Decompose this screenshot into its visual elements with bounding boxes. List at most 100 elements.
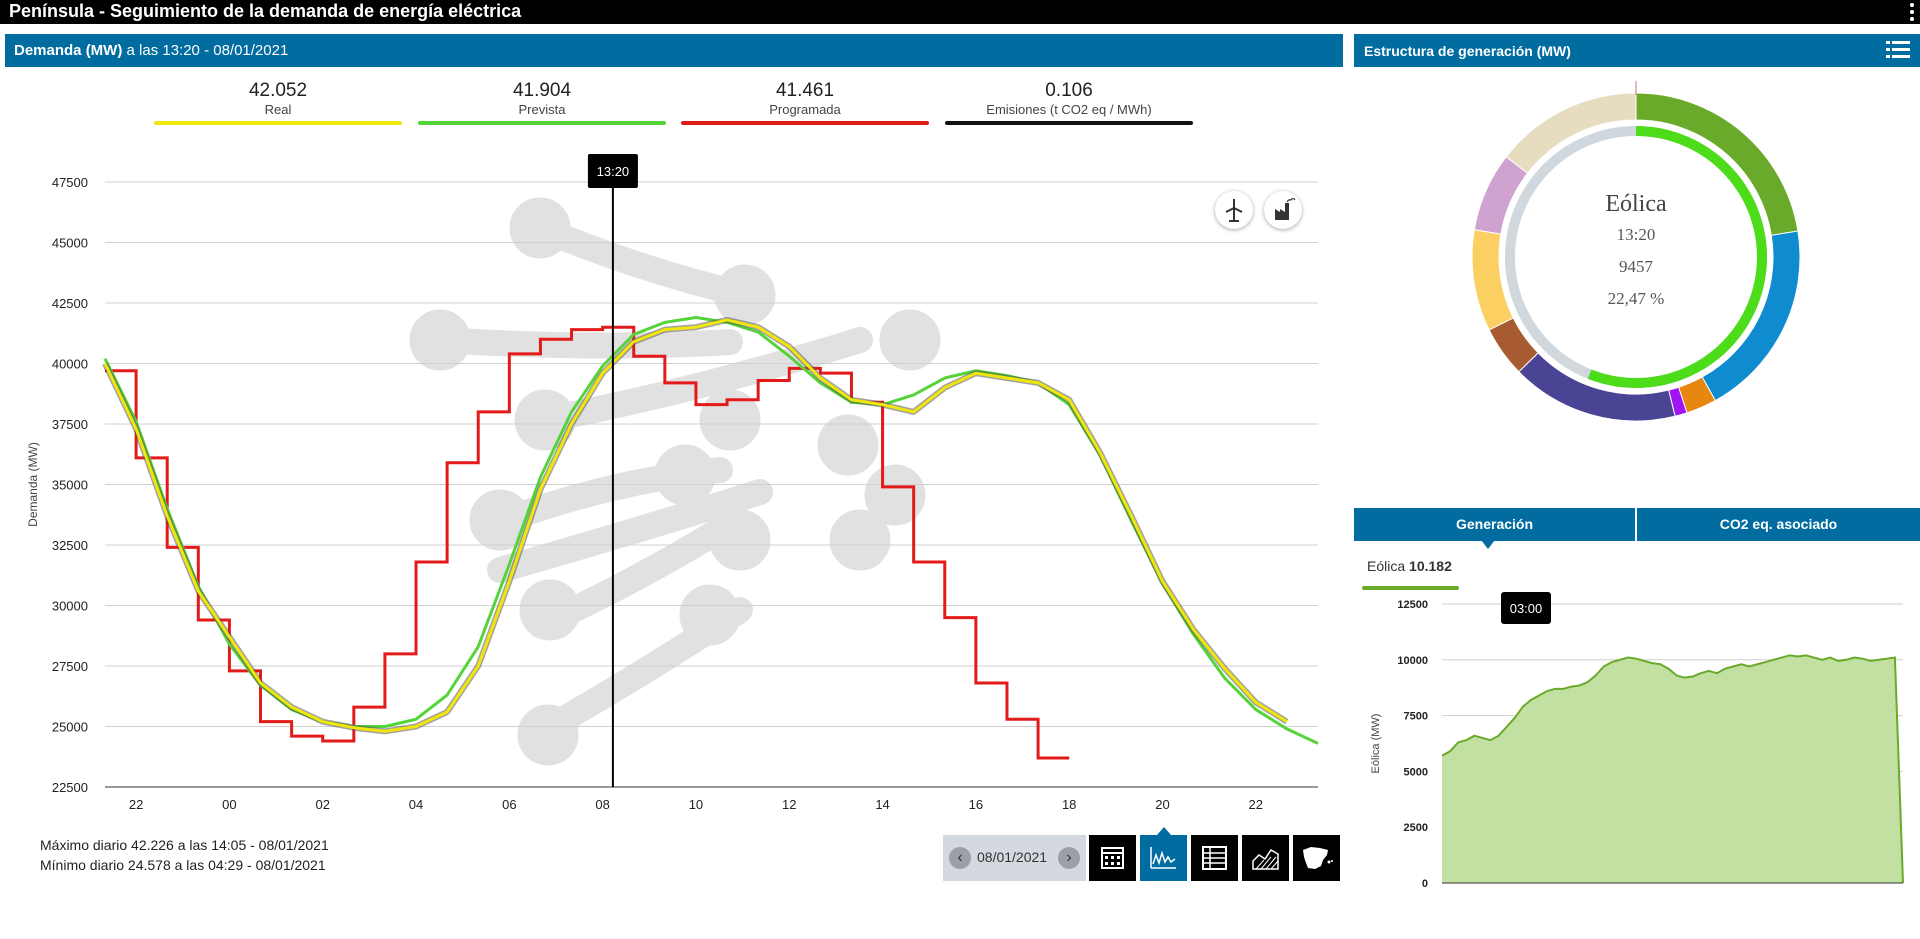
donut-selected-name: Eólica	[1605, 191, 1667, 217]
demanda-title: Demanda (MW) a las 13:20 - 08/01/2021	[14, 42, 288, 59]
eolica-area	[1442, 655, 1903, 883]
x-tick-label: 10	[689, 797, 703, 810]
line-chart-icon	[1150, 847, 1176, 869]
y-tick-label: 47500	[52, 175, 88, 190]
app-header: Península - Seguimiento de la demanda de…	[0, 0, 1920, 24]
x-tick-label: 00	[222, 797, 236, 810]
tab-co2[interactable]: CO2 eq. asociado	[1637, 508, 1920, 541]
y-tick-label: 32500	[52, 538, 88, 553]
x-tick-label: 08	[595, 797, 609, 810]
kpi-color-bar	[418, 121, 666, 125]
list-menu-icon[interactable]	[1886, 40, 1910, 60]
y-axis-label: Demanda (MW)	[26, 442, 40, 527]
area-tooltip-text: 03:00	[1510, 601, 1543, 616]
kpi-real[interactable]: 42.052 Real	[154, 80, 402, 125]
y-axis-label: Eólica (MW)	[1370, 714, 1382, 774]
y-tick-label: 45000	[52, 236, 88, 251]
y-tick-label: 30000	[52, 599, 88, 614]
prev-day-button[interactable]: ‹	[949, 847, 971, 869]
eolica-line	[1441, 654, 1904, 884]
y-tick-label: 2500	[1404, 822, 1428, 834]
y-tick-label: 7500	[1404, 711, 1428, 723]
y-tick-label: 35000	[52, 478, 88, 493]
calendar-icon	[1101, 847, 1124, 869]
demanda-panel-header: Demanda (MW) a las 13:20 - 08/01/2021	[5, 34, 1343, 67]
more-options-icon[interactable]	[1908, 1, 1916, 23]
kpi-color-bar	[681, 121, 929, 125]
y-tick-label: 37500	[52, 417, 88, 432]
x-tick-label: 20	[1155, 797, 1169, 810]
area-chart-icon	[1252, 849, 1279, 870]
time-cursor-box	[587, 154, 638, 188]
kpi-programada[interactable]: 41.461 Programada	[681, 80, 929, 125]
daily-max: Máximo diario 42.226 a las 14:05 - 08/01…	[40, 837, 329, 853]
table-icon	[1202, 846, 1227, 870]
eolica-color-bar	[1362, 586, 1459, 590]
y-tick-label: 40000	[52, 357, 88, 372]
date-value[interactable]: 08/01/2021	[977, 849, 1048, 865]
area-chart-button[interactable]	[1242, 835, 1289, 881]
x-tick-label: 14	[875, 797, 889, 810]
x-tick-label: 22	[1249, 797, 1263, 810]
app-title: Península - Seguimiento de la demanda de…	[9, 1, 522, 21]
tab-generacion[interactable]: Generación	[1354, 508, 1635, 541]
spain-map-button[interactable]	[1293, 835, 1340, 881]
kpi-label: Real	[264, 102, 292, 117]
x-tick-label: 04	[409, 797, 423, 810]
donut-selected-time: 13:20	[1617, 225, 1656, 244]
eolica-area-chart[interactable]: 0 2500 5000 7500 10000 12500 Eólica (MW) 03:00	[1354, 590, 1920, 900]
demanda-title-rest: a las 13:20 - 08/01/2021	[122, 42, 289, 59]
kpi-emisiones[interactable]: 0.106 Emisiones (t CO2 eq / MWh)	[945, 80, 1193, 125]
kpi-label: Prevista	[518, 102, 566, 117]
x-tick-label: 06	[502, 797, 516, 810]
calendar-button[interactable]	[1089, 835, 1136, 881]
daily-stats: Máximo diario 42.226 a las 14:05 - 08/01…	[40, 835, 329, 875]
demanda-title-bold: Demanda (MW)	[14, 42, 123, 59]
generacion-tabs: Generación CO2 eq. asociado	[1354, 508, 1920, 541]
kpi-value: 41.461	[775, 80, 835, 101]
kpi-value: 42.052	[248, 80, 308, 101]
line-chart-button[interactable]	[1140, 835, 1187, 881]
demanda-chart[interactable]: 22500 25000 27500 30000 32500 35000 37500 40000…	[0, 150, 1340, 810]
estructura-donut-chart[interactable]: Eólica 13:20 9457 22,47 %	[1454, 75, 1818, 439]
donut-selected-percent: 22,47 %	[1608, 289, 1665, 308]
kpi-prevista[interactable]: 41.904 Prevista	[418, 80, 666, 125]
spain-map-icon	[1303, 847, 1333, 869]
factory-icon[interactable]	[1264, 191, 1302, 229]
y-tick-label: 10000	[1397, 655, 1428, 667]
series-programada	[105, 325, 1070, 760]
y-tick-label: 25000	[52, 720, 88, 735]
kpi-value: 41.904	[512, 80, 572, 101]
x-tick-label: 16	[969, 797, 983, 810]
table-button[interactable]	[1191, 835, 1238, 881]
y-tick-label: 5000	[1404, 766, 1428, 778]
wind-turbine-icon[interactable]	[1215, 191, 1253, 229]
estructura-panel-header: Estructura de generación (MW)	[1354, 34, 1920, 67]
kpi-label: Emisiones (t CO2 eq / MWh)	[986, 102, 1152, 117]
x-tick-label: 02	[315, 797, 329, 810]
eolica-series-label[interactable]: Eólica 10.182	[1367, 558, 1452, 574]
date-selector: ‹ 08/01/2021 ›	[943, 835, 1086, 881]
donut-selected-value: 9457	[1619, 257, 1654, 276]
eolica-value: 10.182	[1409, 558, 1452, 574]
y-tick-label: 12500	[1397, 599, 1428, 611]
x-tick-label: 18	[1062, 797, 1076, 810]
kpi-value: 0.106	[1045, 80, 1093, 101]
y-tick-label: 27500	[52, 659, 88, 674]
kpi-color-bar	[154, 121, 402, 125]
x-tick-label: 12	[782, 797, 796, 810]
estructura-title: Estructura de generación (MW)	[1364, 43, 1571, 59]
daily-min: Mínimo diario 24.578 a las 04:29 - 08/01…	[40, 857, 326, 873]
area-tooltip: 03:00	[1501, 592, 1551, 624]
eolica-name: Eólica	[1367, 558, 1406, 574]
y-tick-label: 22500	[52, 780, 88, 795]
y-tick-label: 42500	[52, 296, 88, 311]
time-cursor-label: 13:20	[597, 164, 630, 179]
active-tool-pointer	[1157, 827, 1171, 835]
next-day-button[interactable]: ›	[1058, 847, 1080, 869]
selected-slice-arc	[1587, 126, 1767, 388]
active-tab-pointer	[1481, 540, 1495, 549]
kpi-label: Programada	[769, 102, 841, 117]
watermark-logo	[409, 197, 941, 766]
x-tick-label: 22	[129, 797, 143, 810]
